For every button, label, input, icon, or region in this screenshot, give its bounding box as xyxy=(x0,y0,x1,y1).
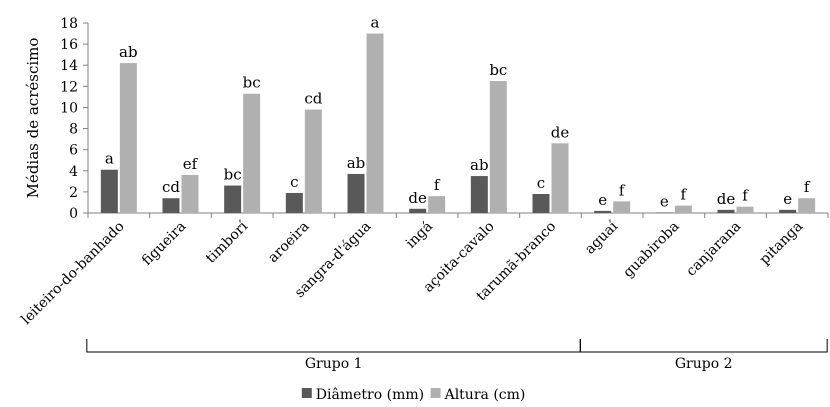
x-category-label: canjarana xyxy=(683,219,744,280)
bar-diametro xyxy=(532,194,550,213)
significance-label: e xyxy=(598,191,607,209)
bar-diametro xyxy=(409,208,427,213)
y-tick-label: 0 xyxy=(69,206,78,222)
significance-label: ab xyxy=(347,154,366,172)
bar-altura xyxy=(674,205,692,213)
bar-diametro xyxy=(347,173,365,213)
bar-altura xyxy=(119,63,137,213)
significance-label: ab xyxy=(470,156,489,174)
x-category-label: figueira xyxy=(139,219,189,269)
significance-label: a xyxy=(371,14,380,32)
significance-label: f xyxy=(742,187,749,205)
significance-label: cd xyxy=(162,178,180,196)
significance-label: ab xyxy=(119,43,138,61)
significance-label: a xyxy=(105,150,114,168)
significance-label: e xyxy=(783,190,792,208)
bar-diametro xyxy=(224,185,242,213)
legend-label: Diâmetro (mm) xyxy=(316,387,424,403)
bar-altura xyxy=(798,198,816,213)
significance-label: bc xyxy=(489,61,507,79)
x-category-label: leiteiro-do-banhado xyxy=(18,219,127,328)
group-label: Grupo 2 xyxy=(675,356,733,372)
significance-label: c xyxy=(537,174,545,192)
bar-altura xyxy=(243,93,261,213)
group-label: Grupo 1 xyxy=(305,356,363,372)
bar-altura xyxy=(428,196,446,213)
significance-label: bc xyxy=(243,74,261,92)
x-category-label: ingá xyxy=(403,219,436,252)
significance-label: f xyxy=(804,178,811,196)
bar-altura xyxy=(551,143,569,213)
y-tick-label: 12 xyxy=(60,79,78,95)
bar-diametro xyxy=(779,209,797,213)
group-bracket xyxy=(86,339,581,353)
bar-diametro xyxy=(100,169,118,213)
significance-label: de xyxy=(717,190,736,208)
significance-label: c xyxy=(290,173,298,191)
bar-diametro xyxy=(717,209,735,213)
bar-altura xyxy=(181,175,199,213)
bar-diametro xyxy=(594,210,612,213)
bar-diametro xyxy=(162,198,180,213)
bar-altura xyxy=(736,206,754,213)
y-axis-title: Médias de acréscimo xyxy=(24,38,42,199)
significance-label: bc xyxy=(224,166,242,184)
y-tick-label: 16 xyxy=(60,37,78,53)
bar-diametro xyxy=(655,212,673,213)
significance-label: f xyxy=(434,176,441,194)
x-category-label: timborí xyxy=(203,218,251,266)
bar-altura xyxy=(366,33,384,213)
significance-label: f xyxy=(681,186,688,204)
significance-label: de xyxy=(551,123,570,141)
y-tick-label: 14 xyxy=(60,58,78,74)
x-category-label: aroeira xyxy=(265,219,313,267)
y-tick-label: 8 xyxy=(69,122,78,138)
bar-diametro xyxy=(285,192,303,213)
legend-label: Altura (cm) xyxy=(444,387,526,403)
x-category-label: aguaí xyxy=(582,218,621,257)
y-tick-label: 2 xyxy=(69,185,78,201)
significance-label: de xyxy=(408,189,427,207)
significance-label: ef xyxy=(183,155,199,173)
legend-swatch-altura xyxy=(430,388,441,398)
significance-label: f xyxy=(619,181,626,199)
y-tick-label: 4 xyxy=(69,164,78,180)
y-tick-label: 18 xyxy=(60,16,78,32)
x-category-label: guabiroba xyxy=(620,219,682,281)
legend-swatch-diametro xyxy=(301,388,312,398)
bar-altura xyxy=(304,109,322,213)
bar-altura xyxy=(613,201,631,213)
significance-label: e xyxy=(660,192,669,210)
significance-label: cd xyxy=(304,90,322,108)
x-category-label: pitanga xyxy=(757,219,806,268)
group-bracket xyxy=(579,339,828,353)
y-tick-label: 10 xyxy=(60,100,78,116)
y-tick-label: 6 xyxy=(69,143,78,159)
bar-diametro xyxy=(470,176,488,213)
bar-altura xyxy=(489,81,507,213)
